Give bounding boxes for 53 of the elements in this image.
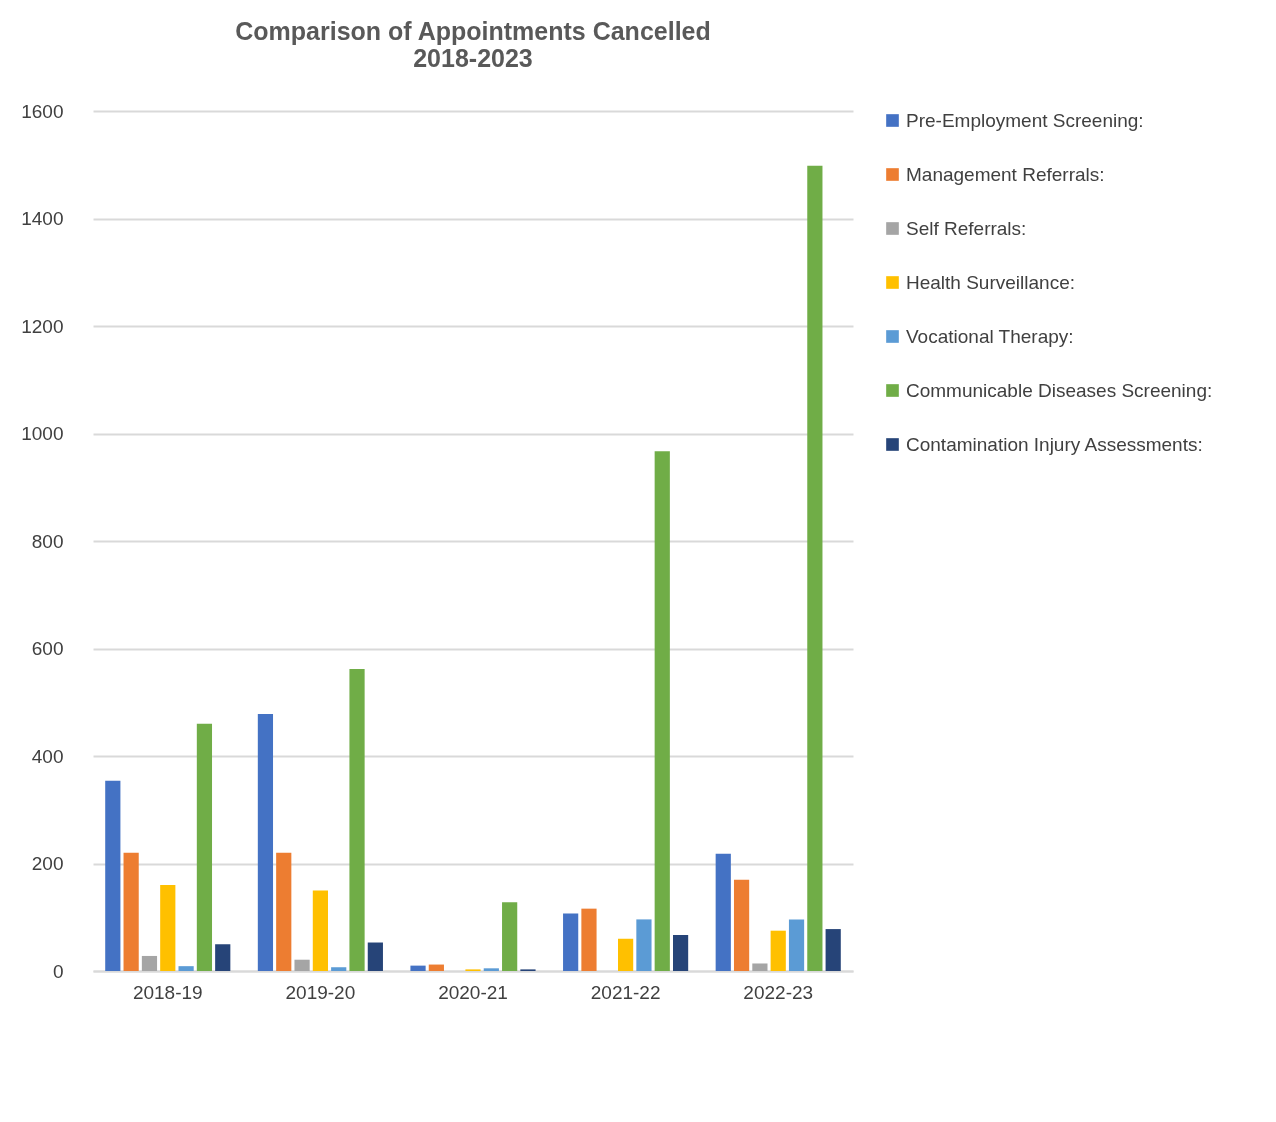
bar [807, 165, 823, 971]
bar [502, 902, 518, 971]
bar [788, 919, 805, 971]
bar [349, 668, 365, 971]
x-tick-label: 2022-23 [743, 981, 814, 1003]
y-tick-label: 400 [31, 745, 64, 767]
x-tick-label: 2021-22 [590, 981, 661, 1003]
y-tick-label: 1200 [21, 315, 64, 337]
legend-label: Vocational Therapy: [906, 325, 1074, 347]
bar [410, 965, 426, 971]
bar [752, 963, 768, 971]
bar [141, 955, 158, 971]
bar [618, 938, 634, 971]
legend-label: Health Surveillance: [906, 271, 1075, 293]
legend-label: Communicable Diseases Screening: [906, 379, 1213, 401]
bar [428, 964, 444, 971]
bar [563, 913, 579, 971]
legend-label: Contamination Injury Assessments: [906, 433, 1203, 455]
bar [276, 852, 292, 971]
y-tick-label: 800 [31, 530, 64, 552]
bar [770, 930, 786, 971]
bar [123, 852, 139, 971]
bar [581, 908, 597, 971]
bar [367, 942, 383, 971]
bar [636, 919, 652, 971]
bar [215, 944, 231, 971]
bar [654, 451, 670, 971]
y-tick-label: 1000 [21, 423, 64, 444]
bar [715, 853, 731, 971]
bar [825, 929, 841, 971]
y-tick-label: 1400 [21, 208, 64, 229]
y-tick-label: 600 [31, 638, 64, 659]
bar [294, 959, 310, 971]
x-tick-label: 2018-19 [132, 981, 203, 1003]
x-tick-label: 2020-21 [438, 981, 508, 1003]
bar [105, 780, 121, 971]
chart-title: Comparison of Appointments Cancelled 2018-2023 [235, 17, 711, 72]
x-tick-label: 2019-20 [285, 981, 356, 1003]
legend-label: Self Referrals: [906, 217, 1027, 239]
bar [672, 934, 689, 971]
y-tick-label: 1600 [21, 100, 64, 122]
bar [483, 968, 499, 971]
bar [312, 890, 328, 971]
bar [331, 967, 347, 971]
y-tick-label: 0 [52, 960, 64, 982]
legend-label: Management Referrals: [906, 163, 1105, 185]
bar [160, 885, 176, 971]
bar [733, 879, 750, 971]
bar [257, 714, 274, 971]
y-tick-label: 200 [31, 853, 64, 874]
bar [196, 723, 213, 971]
bar [178, 966, 194, 971]
legend-label: Pre-Employment Screening: [906, 109, 1144, 131]
